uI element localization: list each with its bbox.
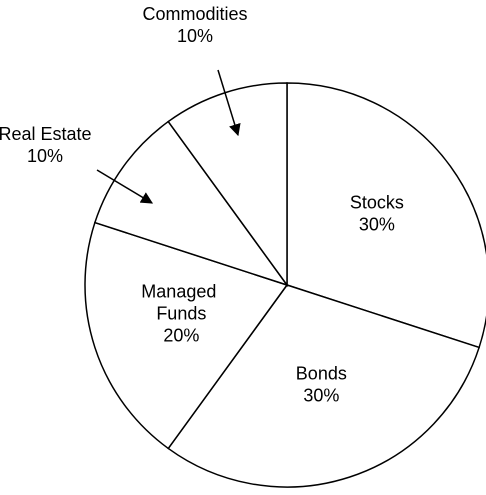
pie-slice bbox=[84, 221, 289, 450]
arrow bbox=[96, 169, 154, 204]
label-line: Bonds bbox=[296, 364, 347, 384]
value-label: 30% bbox=[303, 386, 339, 406]
value-label: 10% bbox=[177, 26, 213, 46]
label-line: Commodities bbox=[142, 4, 247, 24]
label-line: Real Estate bbox=[0, 124, 92, 144]
slice-label: Stocks bbox=[350, 193, 404, 213]
arrow bbox=[217, 69, 241, 137]
pie-slice bbox=[167, 284, 481, 488]
label-line: Funds bbox=[156, 303, 206, 323]
label-line: Stocks bbox=[350, 193, 404, 213]
slice-label: Commodities bbox=[142, 4, 247, 24]
slice-label: Real Estate bbox=[0, 124, 92, 144]
value-label: 30% bbox=[359, 215, 395, 235]
label-line: Managed bbox=[141, 281, 221, 301]
value-label: 20% bbox=[163, 325, 199, 345]
slice-label: Bonds bbox=[296, 364, 347, 384]
slice-label: Managed Funds bbox=[141, 281, 221, 323]
pie-slice bbox=[286, 82, 486, 349]
value-label: 10% bbox=[27, 146, 63, 166]
pie-slice bbox=[93, 120, 289, 287]
